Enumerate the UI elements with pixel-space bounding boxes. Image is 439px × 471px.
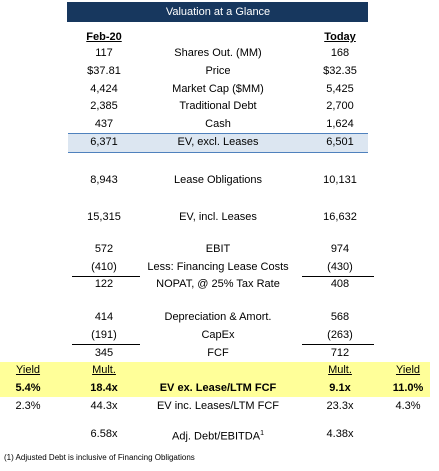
footnote: (1) Adjusted Debt is inclusive of Financ… (4, 453, 195, 462)
value-cell: 4,424 (90, 83, 118, 95)
value-cell: 2,700 (326, 100, 354, 112)
column-header: Today (324, 31, 356, 43)
value-cell: 1,624 (326, 118, 354, 130)
value-cell: 5.4% (15, 382, 41, 394)
value-cell: (410) (91, 261, 117, 273)
column-header: Feb-20 (86, 31, 122, 43)
footnote-marker: 1 (260, 430, 264, 437)
row-label: Market Cap ($MM) (172, 83, 264, 95)
value-cell: 10,131 (323, 174, 357, 186)
multiples-header: Yield (15, 364, 41, 376)
row-label: FCF (207, 347, 229, 359)
value-cell: 408 (330, 278, 350, 290)
multiples-header: Mult. (328, 364, 352, 376)
row-label: Adj. Debt/EBITDA1 (172, 430, 264, 443)
value-cell: 414 (94, 311, 114, 323)
value-cell: 437 (94, 118, 114, 130)
title: Valuation at a Glance (165, 6, 271, 18)
underline (72, 344, 140, 345)
value-cell: 9.1x (329, 382, 351, 394)
row-label: CapEx (201, 329, 235, 341)
row-label: NOPAT, @ 25% Tax Rate (156, 278, 280, 290)
value-cell: 16,632 (323, 211, 357, 223)
row-label: Traditional Debt (179, 100, 257, 112)
row-label: Less: Financing Lease Costs (147, 261, 289, 273)
value-cell: 11.0% (392, 382, 424, 394)
row-label: Price (205, 65, 231, 77)
value-cell: (263) (327, 329, 353, 341)
value-cell: 122 (94, 278, 114, 290)
multiples-band (0, 362, 430, 397)
value-cell: 6.58x (90, 428, 118, 440)
value-cell: 18.4x (90, 382, 118, 394)
row-label: EV, incl. Leases (179, 211, 257, 223)
value-cell: 572 (94, 243, 114, 255)
value-cell: (430) (327, 261, 353, 273)
value-cell: 5,425 (326, 83, 354, 95)
value-cell: 2.3% (15, 400, 41, 412)
row-label: EV, excl. Leases (177, 136, 259, 148)
value-cell: 8,943 (90, 174, 118, 186)
multiples-header: Yield (395, 364, 421, 376)
value-cell: 568 (330, 311, 350, 323)
value-cell: 6,371 (90, 136, 118, 148)
title-bar (67, 2, 368, 22)
row-label: EBIT (205, 243, 231, 255)
multiples-header: Mult. (92, 364, 116, 376)
row-label: Lease Obligations (173, 174, 263, 186)
underline (302, 276, 374, 277)
value-cell: 4.3% (395, 400, 421, 412)
underline (302, 344, 374, 345)
row-label: EV ex. Lease/LTM FCF (159, 382, 277, 394)
row-label: Depreciation & Amort. (164, 311, 272, 323)
value-cell: 15,315 (87, 211, 121, 223)
value-cell: 23.3x (326, 400, 354, 412)
row-label: Cash (205, 118, 231, 130)
value-cell: (191) (91, 329, 117, 341)
value-cell: $37.81 (87, 65, 121, 77)
row-label: EV inc. Leases/LTM FCF (156, 400, 280, 412)
value-cell: 168 (330, 47, 350, 59)
underline (72, 276, 140, 277)
value-cell: 6,501 (326, 136, 354, 148)
value-cell: 712 (330, 347, 350, 359)
ev-band (68, 133, 368, 153)
value-cell: 345 (94, 347, 114, 359)
value-cell: 44.3x (90, 400, 118, 412)
value-cell: 4.38x (326, 428, 354, 440)
value-cell: $32.35 (323, 65, 357, 77)
value-cell: 117 (95, 47, 113, 59)
row-label: Shares Out. (MM) (174, 47, 262, 59)
value-cell: 974 (330, 243, 350, 255)
value-cell: 2,385 (90, 100, 118, 112)
